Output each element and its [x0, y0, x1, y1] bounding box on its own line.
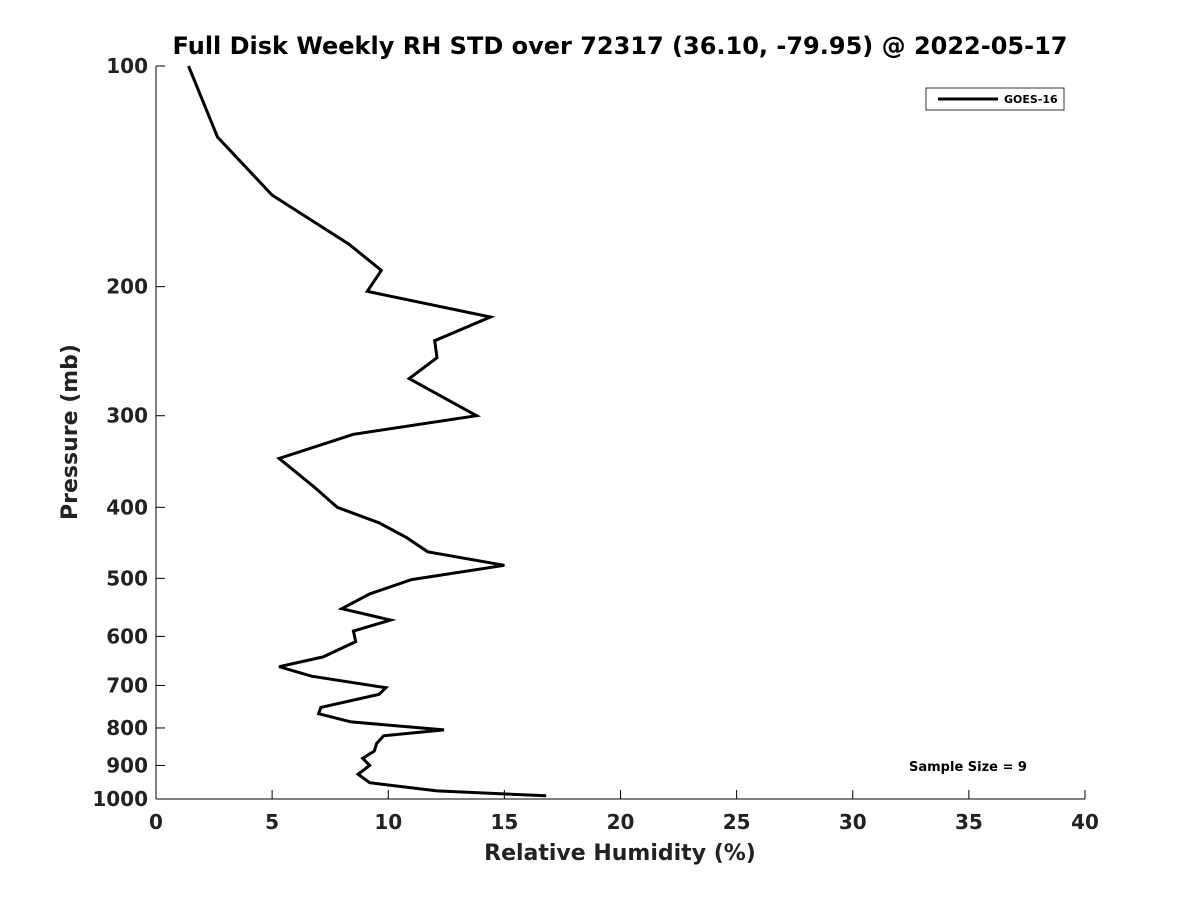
- x-tick-label-25: 25: [723, 810, 751, 834]
- y-tick-label-800: 800: [106, 716, 148, 740]
- y-tick-label-100: 100: [106, 54, 148, 78]
- x-axis-ticks: 0 5 10 15 20 25 30 35 40: [149, 790, 1099, 834]
- y-tick-label-200: 200: [106, 275, 148, 299]
- x-tick-label-40: 40: [1071, 810, 1099, 834]
- y-axis-ticks: 100 200 300 400 500 600 700 800 900 1000: [92, 54, 165, 811]
- sample-size-annotation: Sample Size = 9: [909, 760, 1027, 775]
- plot-axes: [155, 66, 1085, 800]
- y-tick-label-1000: 1000: [92, 787, 148, 811]
- chart-title: Full Disk Weekly RH STD over 72317 (36.1…: [173, 32, 1068, 60]
- y-tick-label-600: 600: [106, 624, 148, 648]
- x-tick-label-20: 20: [607, 810, 635, 834]
- x-tick-label-30: 30: [839, 810, 867, 834]
- y-tick-label-700: 700: [106, 673, 148, 697]
- x-tick-label-5: 5: [265, 810, 279, 834]
- y-tick-label-300: 300: [106, 404, 148, 428]
- x-tick-label-10: 10: [374, 810, 402, 834]
- y-tick-label-500: 500: [106, 566, 148, 590]
- legend: GOES-16: [925, 87, 1065, 111]
- series-layer: [187, 65, 547, 798]
- y-tick-label-900: 900: [106, 753, 148, 777]
- y-tick-label-400: 400: [106, 495, 148, 519]
- series-line-goes-16: [187, 65, 547, 798]
- x-axis-label: Relative Humidity (%): [484, 841, 756, 866]
- y-axis-label: Pressure (mb): [58, 344, 83, 520]
- x-tick-label-15: 15: [490, 810, 518, 834]
- x-tick-label-0: 0: [149, 810, 163, 834]
- legend-label-goes-16: GOES-16: [1004, 93, 1058, 106]
- x-tick-label-35: 35: [955, 810, 983, 834]
